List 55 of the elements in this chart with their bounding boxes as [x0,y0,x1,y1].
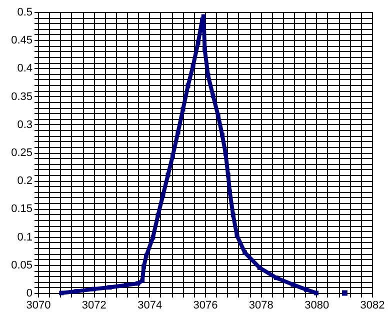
point [342,290,348,296]
point [156,213,160,218]
y-tick-label: 0.5 [17,6,32,18]
point [226,172,230,178]
x-tick-label: 3070 [26,300,51,312]
x-tick-label: 3074 [138,300,162,312]
point [170,154,175,158]
point [242,250,248,255]
y-tick-label: 0.45 [11,34,32,47]
point [216,113,220,118]
y-tick-label: 0.2 [17,175,32,188]
point [150,235,156,240]
point [223,151,228,156]
point [257,265,262,270]
point [201,14,206,19]
y-tick-label: 0.1 [17,231,32,244]
point [196,40,200,46]
point [140,278,145,283]
point [74,289,79,294]
point [274,276,278,280]
point [190,64,196,68]
point [176,130,180,135]
point [186,83,190,88]
point [91,286,96,292]
point [230,212,236,218]
x-tick-label: 3082 [360,300,385,312]
point [210,94,216,98]
y-tick-label: 0.35 [11,90,32,103]
y-tick-label: 0.4 [17,62,32,75]
point [202,46,207,52]
x-tick-label: 3078 [248,300,274,312]
point [59,290,64,296]
point [234,233,240,238]
point [166,172,170,178]
point [142,264,146,269]
y-tick-label: 0 [26,288,32,300]
point [290,282,296,287]
point [107,285,112,290]
y-tick-label: 0.15 [11,203,32,216]
point [206,73,210,78]
point [136,281,140,286]
point [304,287,309,292]
x-tick-label: 3080 [304,300,330,312]
point [160,192,166,198]
x-tick-label: 3072 [82,300,106,312]
y-tick-label: 0.25 [11,147,32,159]
y-tick-label: 0.3 [17,118,32,131]
y-tick-label: 0.05 [11,259,32,272]
point [180,106,186,112]
point [144,254,149,258]
point [228,190,232,194]
x-tick-label: 3076 [193,300,218,312]
point [220,132,224,138]
point [124,282,128,288]
point [314,290,319,296]
